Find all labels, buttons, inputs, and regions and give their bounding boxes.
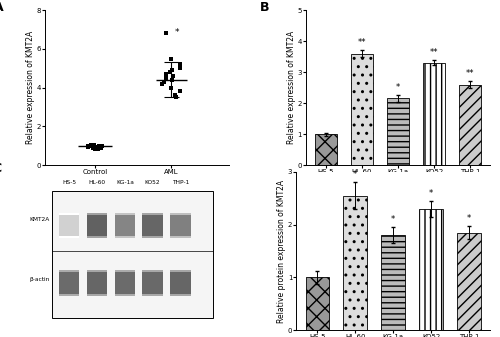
Text: C: C: [0, 162, 2, 175]
Point: [172, 95, 180, 100]
Bar: [114, 213, 135, 215]
Bar: [458, 233, 481, 330]
Point: [166, 69, 174, 75]
Bar: [170, 236, 190, 238]
Point: [91, 146, 99, 151]
Point: [96, 143, 104, 148]
Point: [98, 143, 106, 148]
Bar: [87, 213, 107, 237]
Point: [97, 145, 105, 151]
Point: [167, 85, 175, 90]
Text: A: A: [0, 1, 3, 14]
Bar: [59, 270, 80, 272]
Y-axis label: Relative expression of KMT2A: Relative expression of KMT2A: [26, 31, 35, 144]
Point: [88, 143, 96, 148]
Point: [171, 93, 179, 98]
Point: [94, 146, 102, 151]
Text: **: **: [430, 48, 438, 57]
Point: [94, 144, 102, 149]
Bar: [142, 213, 163, 215]
Point: [162, 71, 170, 77]
Text: KMT2A: KMT2A: [30, 217, 50, 222]
Bar: [114, 270, 135, 272]
Bar: [59, 213, 80, 215]
Text: *: *: [429, 189, 434, 198]
Point: [90, 142, 98, 148]
Point: [162, 75, 170, 81]
Bar: [114, 272, 135, 296]
Bar: [87, 272, 107, 296]
Bar: [142, 272, 163, 296]
Bar: [142, 270, 163, 272]
Bar: [52, 191, 212, 251]
Point: [160, 79, 168, 85]
Point: [92, 144, 100, 149]
Point: [84, 144, 92, 149]
Bar: [59, 213, 80, 237]
Text: KO52: KO52: [145, 180, 160, 185]
Y-axis label: Relative protein expression of KMT2A: Relative protein expression of KMT2A: [278, 180, 286, 323]
Text: *: *: [353, 170, 358, 179]
Bar: [87, 294, 107, 296]
Bar: [459, 85, 481, 165]
Bar: [87, 213, 107, 215]
Bar: [52, 251, 212, 317]
Bar: [52, 191, 212, 317]
Text: β-actin: β-actin: [30, 277, 50, 282]
Point: [176, 62, 184, 67]
Point: [176, 65, 184, 71]
Point: [168, 67, 176, 73]
Bar: [170, 294, 190, 296]
Text: *: *: [391, 215, 396, 224]
Text: KG-1a: KG-1a: [116, 180, 134, 185]
Point: [89, 145, 97, 150]
Bar: [306, 277, 329, 330]
Point: [95, 145, 103, 150]
Bar: [59, 236, 80, 238]
Point: [91, 145, 99, 150]
Y-axis label: Relative expression of KMT2A: Relative expression of KMT2A: [287, 31, 296, 144]
Bar: [170, 213, 190, 215]
Bar: [423, 63, 446, 165]
Point: [88, 142, 96, 148]
Bar: [114, 294, 135, 296]
Point: [176, 89, 184, 94]
Bar: [142, 213, 163, 237]
Point: [170, 73, 177, 79]
Bar: [344, 195, 367, 330]
Text: B: B: [260, 1, 270, 14]
Bar: [142, 294, 163, 296]
Bar: [87, 270, 107, 272]
Text: *: *: [174, 28, 179, 37]
Bar: [170, 272, 190, 296]
Bar: [170, 270, 190, 272]
Bar: [142, 236, 163, 238]
Bar: [382, 235, 405, 330]
Point: [84, 143, 92, 148]
Text: HS-5: HS-5: [62, 180, 76, 185]
Bar: [170, 213, 190, 237]
Bar: [387, 98, 409, 165]
Bar: [59, 272, 80, 296]
Bar: [351, 54, 373, 165]
Text: *: *: [467, 214, 471, 223]
Point: [162, 31, 170, 36]
Point: [84, 143, 92, 148]
Bar: [87, 236, 107, 238]
Bar: [420, 209, 443, 330]
Point: [167, 56, 175, 61]
Bar: [59, 294, 80, 296]
Text: **: **: [466, 69, 474, 78]
Bar: [315, 134, 337, 165]
Text: *: *: [396, 83, 400, 92]
Point: [158, 81, 166, 87]
Text: THP-1: THP-1: [172, 180, 189, 185]
Bar: [114, 213, 135, 237]
Bar: [114, 236, 135, 238]
Text: **: **: [358, 38, 366, 47]
Point: [168, 77, 176, 83]
Text: HL-60: HL-60: [88, 180, 106, 185]
